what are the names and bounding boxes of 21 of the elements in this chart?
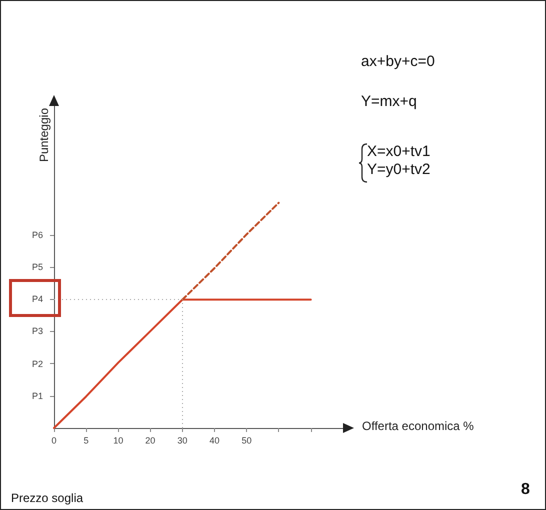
text: P2 [32, 358, 43, 369]
text: X=x0+tv1 [367, 143, 430, 160]
x-tick-label: 50 [242, 436, 252, 446]
x-tick-label: 20 [145, 436, 156, 446]
text: P3 [32, 326, 43, 336]
x-tick-label: 0 [51, 436, 57, 446]
x-tick-label: 10 [113, 436, 124, 446]
text: ax+by+c=0 [361, 53, 435, 70]
text: P1 [32, 390, 43, 401]
y-axis-title: Punteggio [37, 108, 51, 162]
x-tick-label: 30 [177, 436, 188, 446]
text: P5 [32, 262, 43, 272]
x-tick-label: 5 [84, 436, 89, 446]
text: Prezzo soglia [11, 491, 84, 505]
x-tick-label: 40 [209, 436, 220, 446]
text: Y=mx+q [361, 93, 417, 110]
text: 8 [521, 481, 530, 499]
x-axis-title: Offerta economica % [362, 419, 474, 433]
text: Y=y0+tv2 [367, 161, 430, 178]
text: P6 [32, 230, 43, 240]
text: P4 [32, 294, 43, 304]
